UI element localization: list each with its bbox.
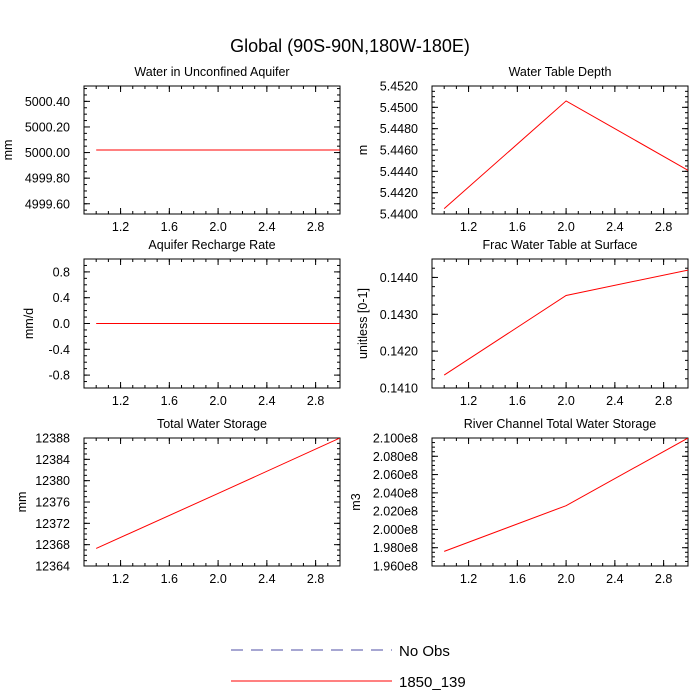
y-tick-label: 5000.40: [25, 95, 70, 109]
chart-title: Water in Unconfined Aquifer: [134, 65, 289, 79]
y-tick-label: 5.4520: [380, 80, 418, 94]
x-tick-label: 2.4: [606, 572, 623, 586]
x-tick-label: 1.2: [460, 394, 477, 408]
plot-frame: [431, 85, 689, 215]
series-line-1850-139: [95, 438, 340, 549]
x-tick-label: 2.0: [557, 394, 574, 408]
chart-title: Frac Water Table at Surface: [483, 238, 638, 252]
y-tick-label: 2.020e8: [373, 505, 418, 519]
y-tick-label: 5000.00: [25, 146, 70, 160]
chart-title: Total Water Storage: [157, 417, 267, 431]
y-tick-label: 2.040e8: [373, 486, 418, 500]
chart-aquifer-recharge-rate: Aquifer Recharge Rate 1.2 1.6 2.0 2.4 2.8 0.8 0…: [22, 238, 341, 408]
y-axis-label: m: [356, 145, 370, 155]
series-line-1850-139: [444, 438, 688, 552]
x-tick-label: 1.2: [460, 572, 477, 586]
x-tick-label: 1.6: [509, 394, 526, 408]
y-tick-label: 12380: [35, 474, 70, 488]
x-tick-label: 2.0: [209, 220, 226, 234]
y-tick-label: 5.4500: [380, 101, 418, 115]
x-tick-label: 2.8: [655, 394, 672, 408]
chart-title: Water Table Depth: [509, 65, 612, 79]
x-tick-label: 2.8: [307, 394, 324, 408]
x-tick-label: 1.2: [112, 220, 129, 234]
y-tick-label: 2.000e8: [373, 523, 418, 537]
y-tick-label: 12384: [35, 453, 70, 467]
y-tick-label: 12364: [35, 560, 70, 574]
x-tick-label: 1.6: [161, 220, 178, 234]
x-tick-label: 1.6: [161, 394, 178, 408]
y-tick-label: 2.060e8: [373, 468, 418, 482]
x-tick-label: 1.6: [509, 220, 526, 234]
x-tick-label: 1.2: [112, 394, 129, 408]
y-tick-label: 5.4420: [380, 186, 418, 200]
y-tick-label: 0.1440: [380, 271, 418, 285]
x-tick-label: 2.0: [209, 572, 226, 586]
chart-title: River Channel Total Water Storage: [464, 417, 657, 431]
x-tick-label: 1.2: [460, 220, 477, 234]
x-tick-label: 2.8: [655, 572, 672, 586]
y-tick-label: 12372: [35, 517, 70, 531]
x-tick-label: 2.8: [307, 572, 324, 586]
y-tick-label: 0.1430: [380, 308, 418, 322]
y-tick-label: 1.980e8: [373, 541, 418, 555]
series-line-1850-139: [443, 100, 688, 210]
x-tick-label: 2.0: [209, 394, 226, 408]
x-tick-label: 1.6: [509, 572, 526, 586]
legend-label-1850-139: 1850_139: [399, 674, 466, 691]
x-tick-label: 2.0: [557, 572, 574, 586]
y-tick-label: 5.4440: [380, 165, 418, 179]
y-tick-label: 0.4: [53, 291, 70, 305]
y-tick-label: 0.1410: [380, 382, 418, 396]
y-tick-label: -0.4: [48, 343, 70, 357]
chart-water-table-depth: Water Table Depth 1.2 1.6 2.0 2.4 2.8 5.4520 5.…: [356, 65, 689, 234]
chart-panels: Water in Unconfined Aquifer 1.2 1.6 2.0 2.4 2…: [1, 65, 689, 586]
x-tick-label: 1.6: [161, 572, 178, 586]
plot-frame: [83, 437, 341, 567]
chart-title: Aquifer Recharge Rate: [148, 238, 275, 252]
y-tick-label: 12376: [35, 496, 70, 510]
y-tick-label: 0.8: [53, 265, 70, 279]
y-tick-label: 4999.60: [25, 197, 70, 211]
x-tick-label: 2.4: [258, 220, 275, 234]
x-tick-label: 2.4: [606, 220, 623, 234]
y-tick-label: 2.100e8: [373, 432, 418, 446]
x-tick-label: 2.4: [258, 572, 275, 586]
y-tick-label: 12368: [35, 538, 70, 552]
x-tick-label: 2.8: [655, 220, 672, 234]
y-tick-label: 0.1420: [380, 345, 418, 359]
y-tick-label: -0.8: [48, 369, 70, 383]
y-axis-label: m3: [349, 493, 363, 510]
legend-label-no-obs: No Obs: [399, 643, 450, 660]
x-tick-label: 2.4: [258, 394, 275, 408]
y-tick-label: 5.4480: [380, 122, 418, 136]
figure-title: Global (90S-90N,180W-180E): [230, 36, 470, 56]
chart-frac-water-table-at-surface: Frac Water Table at Surface 1.2 1.6 2.0 2.4 2…: [356, 238, 689, 408]
x-tick-label: 2.0: [557, 220, 574, 234]
chart-total-water-storage: Total Water Storage 1.2 1.6 2.0 2.4 2.8 12388 1…: [15, 417, 341, 586]
y-axis-label: mm: [15, 492, 29, 513]
y-tick-label: 4999.80: [25, 172, 70, 186]
y-axis-label: unitless [0-1]: [356, 288, 370, 359]
y-tick-label: 5.4400: [380, 208, 418, 222]
y-tick-label: 5000.20: [25, 120, 70, 134]
y-tick-label: 2.080e8: [373, 450, 418, 464]
legend: No Obs 1850_139: [231, 643, 466, 691]
y-tick-label: 12388: [35, 432, 70, 446]
y-tick-label: 1.960e8: [373, 560, 418, 574]
x-tick-label: 1.2: [112, 572, 129, 586]
y-tick-label: 0.0: [53, 317, 70, 331]
y-tick-label: 5.4460: [380, 144, 418, 158]
x-tick-label: 2.4: [606, 394, 623, 408]
chart-river-channel-total-water-storage: River Channel Total Water Storage 1.2 1.6 2…: [349, 417, 689, 586]
y-axis-label: mm: [1, 140, 15, 161]
y-axis-label: mm/d: [22, 308, 36, 339]
series-line-1850-139: [443, 269, 688, 376]
plot-frame: [431, 437, 689, 567]
chart-water-in-unconfined-aquifer: Water in Unconfined Aquifer 1.2 1.6 2.0 2.4 2…: [1, 65, 341, 234]
x-tick-label: 2.8: [307, 220, 324, 234]
